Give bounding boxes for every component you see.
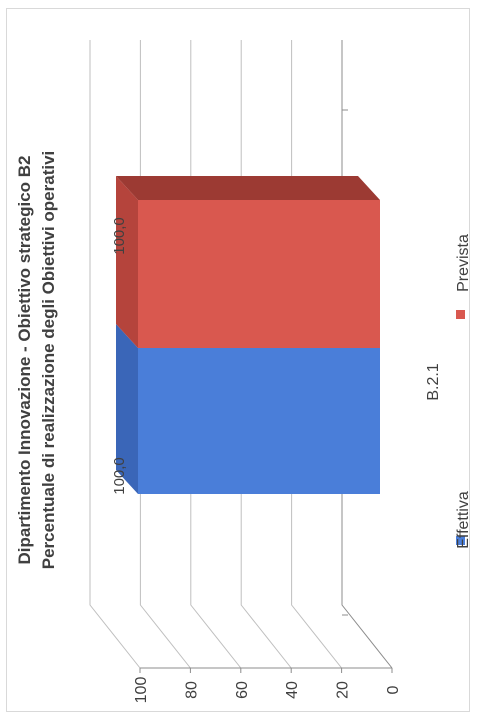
y-tick-label: 100 <box>133 677 150 704</box>
chart-frame <box>6 8 470 712</box>
legend-swatch-prevista <box>456 310 465 319</box>
legend-swatch-effettiva <box>456 536 465 545</box>
category-label: B.2.1 <box>425 363 442 400</box>
chart-subtitle: Percentuale di realizzazione degli Obiet… <box>39 151 58 570</box>
y-tick-label: 0 <box>385 685 402 694</box>
data-label-effettiva: 100,0 <box>111 457 128 495</box>
legend: Effettiva Prevista <box>455 234 472 549</box>
bar-prevista-side <box>116 176 138 348</box>
y-tick-label: 60 <box>234 681 251 699</box>
y-tick-label: 20 <box>335 681 352 699</box>
y-tick-labels: 0 20 40 60 80 100 <box>133 677 402 704</box>
legend-label-effettiva: Effettiva <box>455 491 472 549</box>
bar-layer <box>116 176 380 494</box>
chart-title: Dipartimento Innovazione - Obiettivo str… <box>15 156 34 565</box>
bar-prevista <box>138 200 380 348</box>
data-label-prevista: 100,0 <box>111 217 128 255</box>
gridline <box>89 40 141 669</box>
bar-effettiva <box>138 348 380 494</box>
y-tick-label: 80 <box>183 681 200 699</box>
legend-label-prevista: Prevista <box>455 234 472 292</box>
bar-prevista-top <box>116 176 380 200</box>
y-tick-label: 40 <box>284 681 301 699</box>
bar-effettiva-side <box>116 324 138 494</box>
